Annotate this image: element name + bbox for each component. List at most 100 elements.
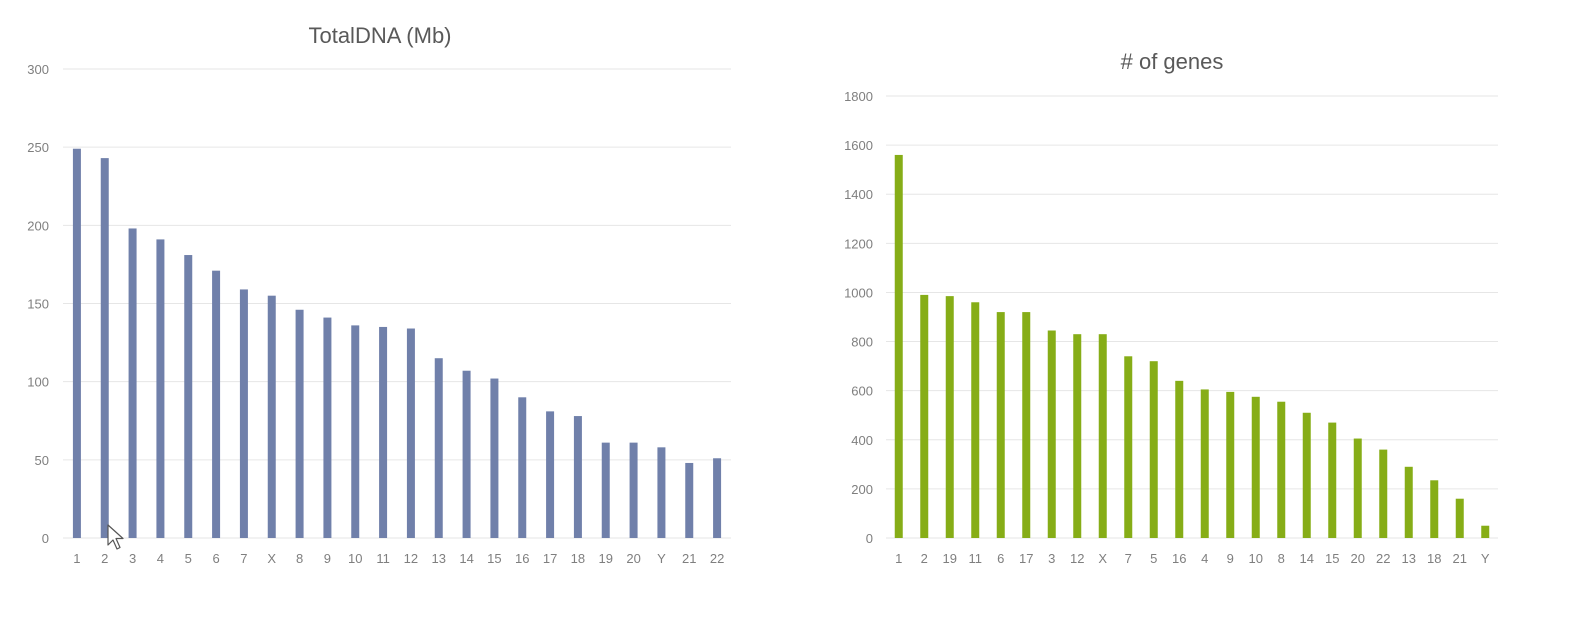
bar [1277,401,1286,538]
x-tick-label: 18 [571,551,585,566]
bar [1226,391,1235,538]
chart-total-dna: TotalDNA (Mb) 0 50 100 150 200 250 300 1 2 3 4 5 6 7 X 8… [0,0,760,633]
bar [100,158,109,539]
x-tick-label: Y [1481,551,1490,566]
bar [1200,389,1209,538]
y-tick-label: 1800 [844,89,873,104]
y-tick-label: 200 [851,482,873,497]
bar [239,289,248,538]
bar [1175,380,1184,538]
x-tick-label: 11 [376,551,390,566]
bar [490,378,499,538]
x-tick-label: 9 [324,551,331,566]
x-tick-label: 8 [296,551,303,566]
x-tick-label: 2 [921,551,928,566]
x-tick-label: 17 [1019,551,1033,566]
y-tick-label: 600 [851,384,873,399]
x-tick-label: 9 [1227,551,1234,566]
y-tick-label: 800 [851,335,873,350]
bar [1302,412,1311,538]
x-tick-label: 21 [1453,551,1467,566]
x-tick-label: 21 [682,551,696,566]
y-tick-label: 100 [27,375,49,390]
bar [406,328,415,538]
y-tick-label: 50 [35,453,49,468]
bar [629,442,638,538]
chart-number-of-genes: # of genes 0 200 400 600 800 1000 1200 1400 1600 1… [820,0,1593,633]
bar [1073,334,1082,538]
bar [1404,466,1413,538]
x-tick-label: 14 [459,551,473,566]
bar [128,228,137,538]
chart-number-of-genes-svg: # of genes 0 200 400 600 800 1000 1200 1400 1600 1… [844,49,1498,566]
x-tick-label: 6 [997,551,1004,566]
bar [996,312,1005,538]
bar [1430,480,1439,538]
x-tick-label: 18 [1427,551,1441,566]
x-tick-label: 17 [543,551,557,566]
y-tick-label: 1600 [844,138,873,153]
chart-title: # of genes [1121,49,1224,74]
bar [1455,498,1464,538]
x-tick-label: 12 [404,551,418,566]
bar [1022,312,1031,538]
y-tick-label: 1000 [844,285,873,300]
bar [894,154,903,538]
bar [1098,334,1107,538]
bar [518,397,527,538]
x-tick-label: 20 [626,551,640,566]
x-tick-label: 10 [348,551,362,566]
y-tick-label: 250 [27,140,49,155]
x-tick-label: 7 [1125,551,1132,566]
x-tick-label: 1 [73,551,80,566]
y-tick-label: 300 [27,62,49,77]
x-tick-label: 20 [1351,551,1365,566]
x-tick-label: 2 [101,551,108,566]
y-tick-label: 0 [42,531,49,546]
chart-title: TotalDNA (Mb) [308,23,451,48]
bar [1328,422,1337,538]
x-tick-label: 19 [943,551,957,566]
x-tick-label: 1 [895,551,902,566]
bar [1047,330,1056,538]
bar [685,462,694,538]
bar [72,148,81,539]
bar [971,302,980,538]
bar [351,325,360,538]
x-tick-label: 15 [1325,551,1339,566]
x-tick-label: 15 [487,551,501,566]
x-tick-label: 11 [969,551,983,566]
x-tick-label: 3 [129,551,136,566]
x-tick-label: 4 [1201,551,1208,566]
bar [713,458,722,538]
bar [657,447,666,538]
y-tick-label: 400 [851,433,873,448]
bar [546,411,555,538]
bar [156,239,165,539]
x-tick-label: X [1098,551,1107,566]
x-tick-label: 16 [1172,551,1186,566]
y-tick-label: 200 [27,218,49,233]
x-tick-label: 13 [1402,551,1416,566]
x-tick-label: 7 [240,551,247,566]
x-tick-label: 16 [515,551,529,566]
y-tick-label: 0 [866,531,873,546]
bar [379,326,388,538]
bar [1251,396,1260,538]
x-tick-label: 12 [1070,551,1084,566]
y-tick-label: 1200 [844,236,873,251]
bar [323,317,332,538]
bar [920,294,929,538]
x-tick-label: 3 [1048,551,1055,566]
y-tick-label: 1400 [844,187,873,202]
bar [1379,449,1388,538]
bar [434,358,443,538]
y-tick-label: 150 [27,297,49,312]
bar [945,296,954,538]
x-tick-label: 14 [1300,551,1314,566]
bar [601,442,610,538]
x-tick-label: Y [657,551,666,566]
x-tick-label: 19 [599,551,613,566]
bar [1149,361,1158,538]
